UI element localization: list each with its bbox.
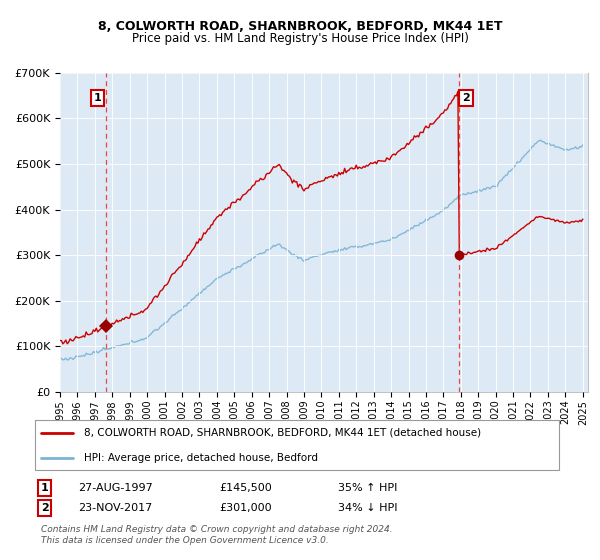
Text: £145,500: £145,500 (219, 483, 272, 493)
Text: 8, COLWORTH ROAD, SHARNBROOK, BEDFORD, MK44 1ET (detached house): 8, COLWORTH ROAD, SHARNBROOK, BEDFORD, M… (84, 428, 481, 438)
Text: 8, COLWORTH ROAD, SHARNBROOK, BEDFORD, MK44 1ET: 8, COLWORTH ROAD, SHARNBROOK, BEDFORD, M… (98, 20, 502, 32)
Text: Contains HM Land Registry data © Crown copyright and database right 2024.
This d: Contains HM Land Registry data © Crown c… (41, 525, 392, 545)
Text: 23-NOV-2017: 23-NOV-2017 (79, 503, 153, 514)
Text: 35% ↑ HPI: 35% ↑ HPI (338, 483, 397, 493)
Text: 34% ↓ HPI: 34% ↓ HPI (338, 503, 397, 514)
Text: 27-AUG-1997: 27-AUG-1997 (79, 483, 154, 493)
Text: HPI: Average price, detached house, Bedford: HPI: Average price, detached house, Bedf… (84, 452, 318, 463)
Text: 1: 1 (94, 93, 101, 103)
Text: £301,000: £301,000 (219, 503, 272, 514)
FancyBboxPatch shape (35, 420, 559, 470)
Text: 2: 2 (462, 93, 470, 103)
Text: 2: 2 (41, 503, 49, 514)
Text: Price paid vs. HM Land Registry's House Price Index (HPI): Price paid vs. HM Land Registry's House … (131, 32, 469, 45)
Text: 1: 1 (41, 483, 49, 493)
